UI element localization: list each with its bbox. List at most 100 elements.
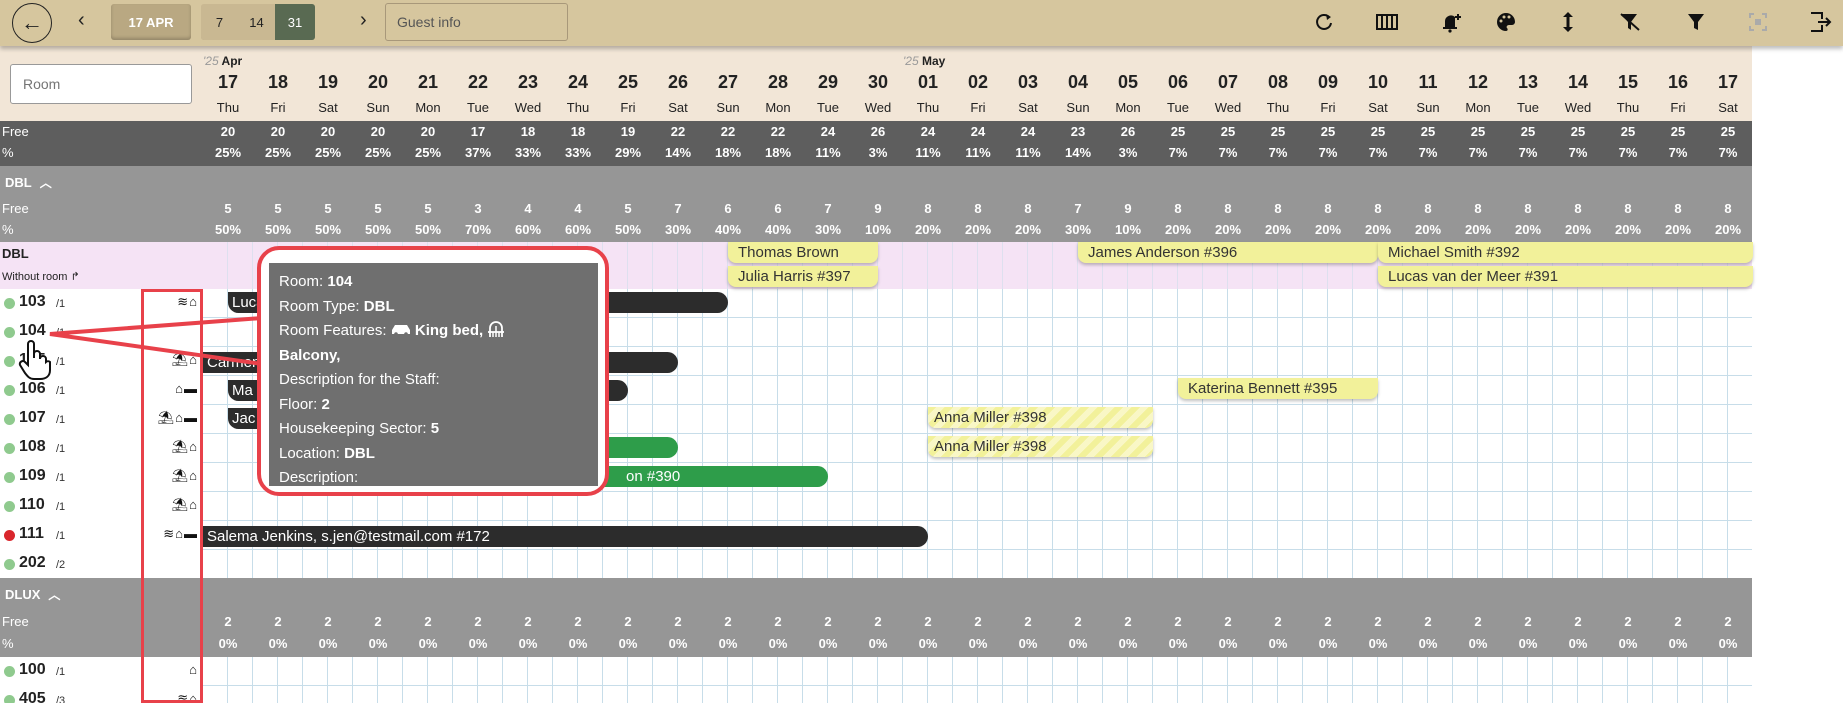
free-count: 5 <box>224 201 232 216</box>
day-number[interactable]: 16 <box>1667 72 1689 92</box>
day-number[interactable]: 06 <box>1167 72 1189 92</box>
room-search-input[interactable] <box>10 64 192 104</box>
day-number[interactable]: 15 <box>1617 72 1639 92</box>
day-number[interactable]: 05 <box>1117 72 1139 92</box>
day-number[interactable]: 23 <box>517 72 539 92</box>
filter-off-icon[interactable] <box>1618 10 1642 34</box>
next-period-button[interactable]: › <box>360 9 367 32</box>
day-number[interactable]: 17 <box>217 72 239 92</box>
booking-katerina-bennett[interactable]: Katerina Bennett #395 <box>1178 378 1378 399</box>
booking-thomas-brown[interactable]: Thomas Brown <box>728 242 878 263</box>
booking-lucas-van-der-meer[interactable]: Lucas van der Meer #391 <box>1378 266 1753 287</box>
day-number[interactable]: 14 <box>1567 72 1589 92</box>
bell-plus-icon[interactable] <box>1440 10 1464 34</box>
day-number[interactable]: 28 <box>767 72 789 92</box>
vertical-resize-icon[interactable] <box>1556 10 1580 34</box>
without-room-label: Without room ↱ <box>2 271 80 283</box>
range-31-button[interactable]: 31 <box>275 4 315 40</box>
day-number[interactable]: 20 <box>367 72 389 92</box>
booking-room-109[interactable]: on #390 <box>553 466 828 487</box>
day-number[interactable]: 12 <box>1467 72 1489 92</box>
day-number[interactable]: 21 <box>417 72 439 92</box>
booking-james-anderson[interactable]: James Anderson #396 <box>1078 242 1378 263</box>
free-count: 2 <box>1424 614 1432 629</box>
group-header-dbl[interactable]: DBL ︿ <box>0 166 1752 199</box>
free-count: 8 <box>1674 201 1682 216</box>
room-row-100[interactable]: 100/1 ⌂ <box>0 657 203 686</box>
room-row-106[interactable]: 106/1 ⌂▬ <box>0 376 203 405</box>
day-number[interactable]: 04 <box>1067 72 1089 92</box>
free-count: 8 <box>974 201 982 216</box>
range-14-button[interactable]: 14 <box>238 4 275 40</box>
day-number[interactable]: 09 <box>1317 72 1339 92</box>
booking-julia-harris[interactable]: Julia Harris #397 <box>728 266 878 287</box>
day-number[interactable]: 27 <box>717 72 739 92</box>
occupancy-pct: 0% <box>418 636 438 651</box>
day-number[interactable]: 02 <box>967 72 989 92</box>
day-number[interactable]: 19 <box>317 72 339 92</box>
room-number[interactable]: 108 <box>19 438 46 455</box>
palette-icon[interactable] <box>1494 10 1518 34</box>
room-number[interactable]: 111 <box>19 525 44 542</box>
free-count: 2 <box>1524 614 1532 629</box>
room-row-107[interactable]: 107/1 ⛱⌂▬ <box>0 405 203 434</box>
booking-anna-miller-108[interactable]: Anna Miller #398 <box>928 436 1153 457</box>
weekday-label: Tue <box>817 100 839 115</box>
room-status-dot <box>4 298 15 309</box>
day-number[interactable]: 18 <box>267 72 289 92</box>
day-number[interactable]: 07 <box>1217 72 1239 92</box>
day-number[interactable]: 24 <box>567 72 589 92</box>
day-number[interactable]: 11 <box>1418 72 1438 92</box>
day-number[interactable]: 10 <box>1367 72 1389 92</box>
room-number[interactable]: 104 <box>19 322 46 339</box>
room-number[interactable]: 107 <box>19 409 46 426</box>
room-row-202[interactable]: 202/2 <box>0 550 203 579</box>
occupancy-pct: 20% <box>1714 222 1742 237</box>
hand-pointer-icon <box>18 340 51 380</box>
group-header-dlux[interactable]: DLUX ︿ <box>0 578 1752 611</box>
booking-michael-smith[interactable]: Michael Smith #392 <box>1378 242 1753 263</box>
room-number[interactable]: 106 <box>19 380 46 397</box>
redo-icon[interactable]: ↱ <box>70 271 80 283</box>
day-number[interactable]: 26 <box>667 72 689 92</box>
collapse-icon[interactable] <box>1808 10 1832 34</box>
day-number[interactable]: 25 <box>617 72 639 92</box>
free-count: 6 <box>724 201 732 216</box>
start-date-button[interactable]: 17 APR <box>111 4 191 40</box>
room-row-110[interactable]: 110/1 ⛱⌂ <box>0 492 203 521</box>
filter-icon[interactable] <box>1684 10 1708 34</box>
room-row-103[interactable]: 103/1 ≋⌂ <box>0 289 203 318</box>
day-number[interactable]: 30 <box>867 72 889 92</box>
back-button[interactable]: ← <box>12 3 52 43</box>
occupancy-pct: 0% <box>1018 636 1038 651</box>
room-number[interactable]: 110 <box>19 496 45 513</box>
room-row-109[interactable]: 109/1 ⛱⌂ <box>0 463 203 492</box>
room-row-108[interactable]: 108/1 ⛱⌂ <box>0 434 203 463</box>
fullscreen-icon[interactable] <box>1746 10 1770 34</box>
day-number[interactable]: 13 <box>1517 72 1539 92</box>
columns-icon[interactable] <box>1375 10 1399 34</box>
room-number[interactable]: 100 <box>19 661 46 678</box>
day-number[interactable]: 03 <box>1017 72 1039 92</box>
room-row-111[interactable]: 111/1 ≋⌂▬ <box>0 521 203 550</box>
room-number[interactable]: 103 <box>19 293 46 310</box>
day-number[interactable]: 17 <box>1717 72 1739 92</box>
range-7-button[interactable]: 7 <box>201 4 238 40</box>
booking-anna-miller-107[interactable]: Anna Miller #398 <box>928 407 1153 428</box>
day-number[interactable]: 01 <box>917 72 939 92</box>
room-number[interactable]: 109 <box>19 467 46 484</box>
weekday-label: Tue <box>1517 100 1539 115</box>
booking-room-111[interactable]: Salema Jenkins, s.jen@testmail.com #172 <box>203 526 928 547</box>
occupancy-pct: 20% <box>914 222 942 237</box>
guest-info-input[interactable] <box>385 3 568 41</box>
room-number[interactable]: 202 <box>19 554 46 571</box>
day-number[interactable]: 08 <box>1267 72 1289 92</box>
free-count: 25 <box>1570 124 1586 139</box>
day-number[interactable]: 29 <box>817 72 839 92</box>
day-number[interactable]: 22 <box>467 72 489 92</box>
prev-period-button[interactable]: ‹ <box>78 9 85 32</box>
refresh-icon[interactable] <box>1312 10 1336 34</box>
room-feature-icons: ≋⌂▬ <box>163 526 198 541</box>
room-number[interactable]: 405 <box>19 690 46 703</box>
free-count: 19 <box>620 124 636 139</box>
